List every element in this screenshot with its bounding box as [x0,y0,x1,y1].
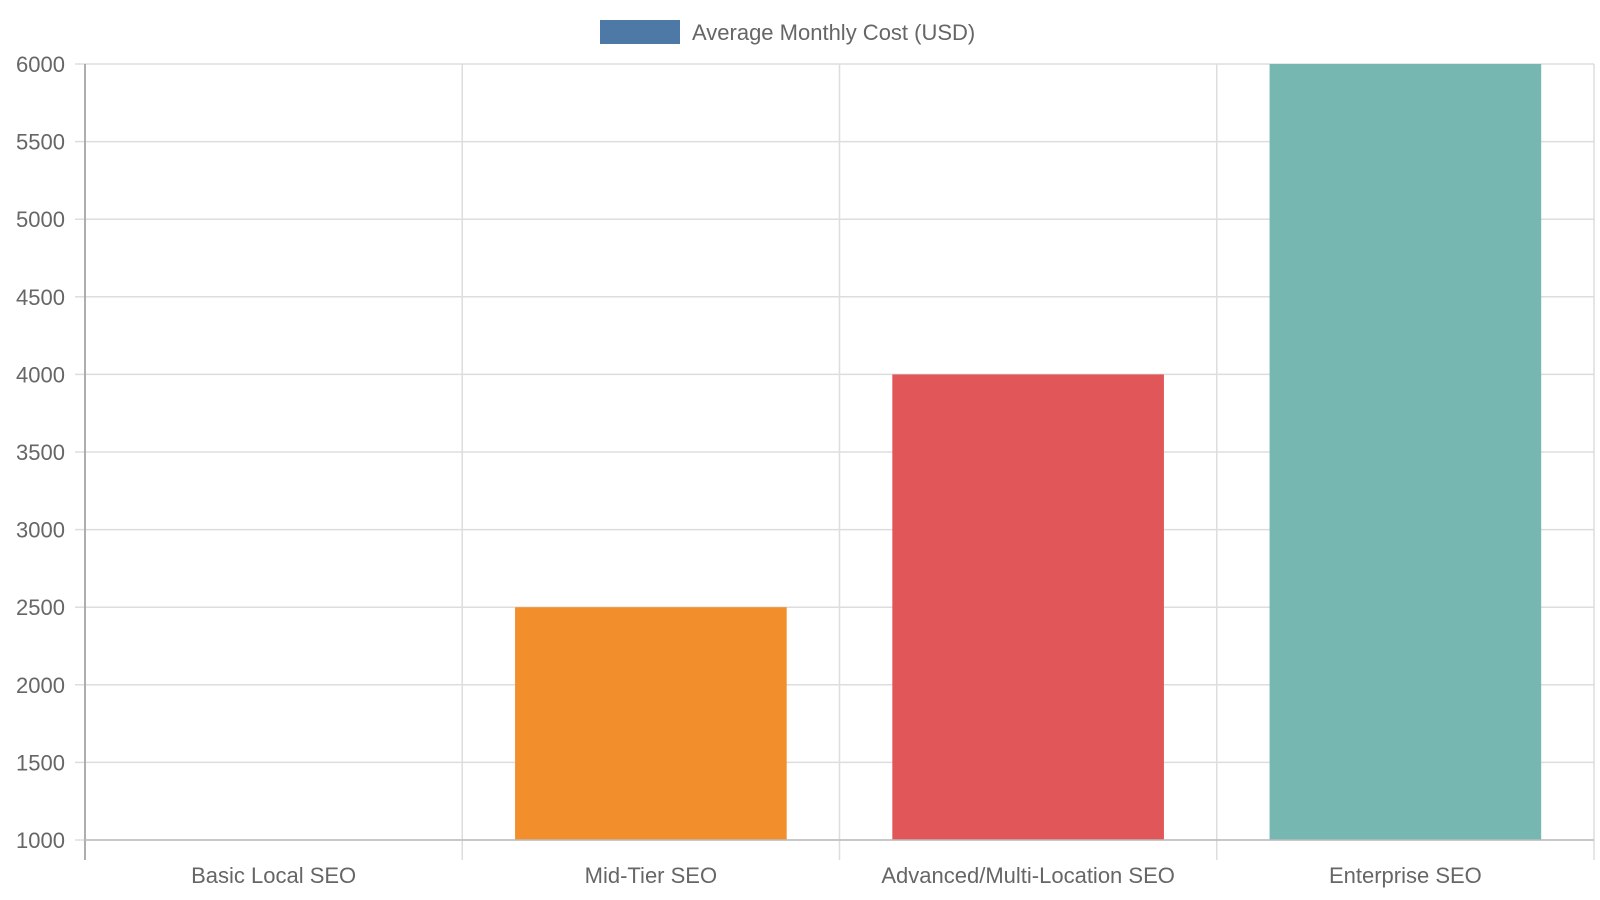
legend-swatch [600,20,680,44]
y-tick-label: 1500 [16,750,65,775]
y-tick-label: 5500 [16,130,65,155]
y-tick-label: 4000 [16,362,65,387]
y-tick-label: 1000 [16,828,65,853]
y-tick-label: 2000 [16,673,65,698]
bar-1[interactable] [515,607,787,840]
axes [84,64,1594,860]
y-axis-ticks: 1000 1500 2000 2500 3000 3500 4000 4500 5000 5500… [16,52,65,853]
x-category-label: Mid-Tier SEO [585,863,717,888]
x-category-label: Advanced/Multi-Location SEO [881,863,1175,888]
bar-2[interactable] [892,374,1164,840]
y-tick-label: 2500 [16,595,65,620]
x-axis-labels: Basic Local SEO Mid-Tier SEO Advanced/Mult… [191,863,1482,888]
bars [515,64,1542,840]
y-tick-label: 4500 [16,285,65,310]
x-category-label: Enterprise SEO [1329,863,1482,888]
y-tick-label: 3500 [16,440,65,465]
bar-3[interactable] [1269,64,1542,840]
legend-label: Average Monthly Cost (USD) [692,20,975,45]
y-tick-label: 3000 [16,518,65,543]
y-tick-label: 5000 [16,207,65,232]
x-category-label: Basic Local SEO [191,863,356,888]
chart-legend[interactable]: Average Monthly Cost (USD) [600,20,975,45]
y-tick-label: 6000 [16,52,65,77]
